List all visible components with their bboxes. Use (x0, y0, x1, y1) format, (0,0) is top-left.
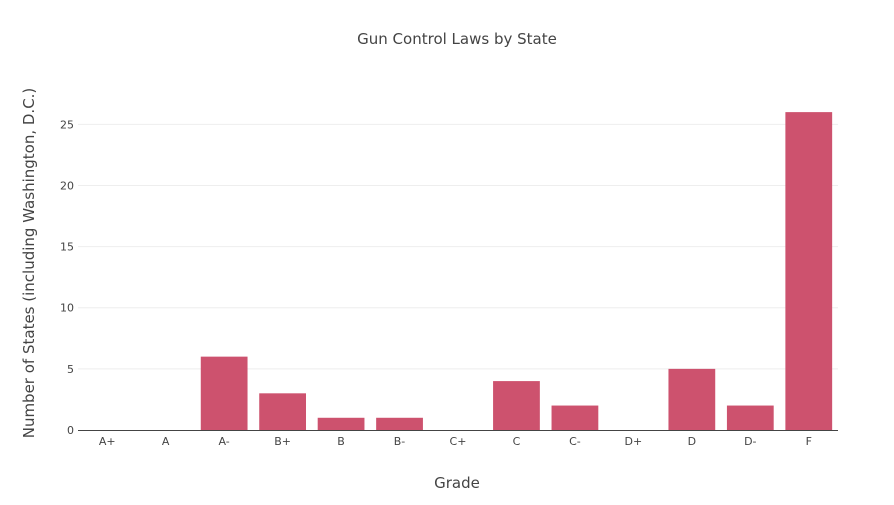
y-tick-label: 15 (60, 241, 74, 254)
bar-C-[interactable] (551, 405, 599, 430)
x-tick-label: B- (394, 435, 406, 448)
bar-D-[interactable] (726, 405, 774, 430)
y-tick-label: 20 (60, 179, 74, 192)
bars (200, 112, 833, 430)
x-tick-label: A (162, 435, 170, 448)
x-tick-label: D+ (625, 435, 643, 448)
x-tick-label: F (806, 435, 812, 448)
x-tick-label: A- (219, 435, 230, 448)
y-tick-label: 10 (60, 302, 74, 315)
x-tick-label: C (513, 435, 521, 448)
y-tick-label: 0 (67, 424, 74, 437)
y-tick-label: 25 (60, 118, 74, 131)
bar-B-[interactable] (376, 417, 423, 430)
x-tick-label: B (337, 435, 345, 448)
bar-A-[interactable] (200, 356, 248, 430)
x-tick-label: D- (744, 435, 756, 448)
x-tick-labels: A+ A A- B+ B B- C+ C C- D+ D D- F (99, 435, 812, 448)
x-axis-title: Grade (434, 474, 480, 492)
x-tick-label: C+ (450, 435, 467, 448)
x-tick-label: C- (569, 435, 581, 448)
y-tick-label: 5 (67, 363, 74, 376)
bar-F[interactable] (785, 112, 833, 430)
bar-B+[interactable] (259, 393, 306, 430)
x-tick-label: A+ (99, 435, 116, 448)
x-tick-label: B+ (274, 435, 291, 448)
bar-B[interactable] (317, 417, 365, 430)
x-tick-label: D (688, 435, 696, 448)
chart-title: Gun Control Laws by State (357, 30, 557, 48)
y-axis-title: Number of States (including Washington, … (20, 88, 38, 439)
bar-D[interactable] (668, 368, 716, 430)
bar-C[interactable] (493, 381, 540, 430)
y-tick-labels: 0 5 10 15 20 25 (60, 118, 74, 437)
gridlines (78, 123, 838, 370)
